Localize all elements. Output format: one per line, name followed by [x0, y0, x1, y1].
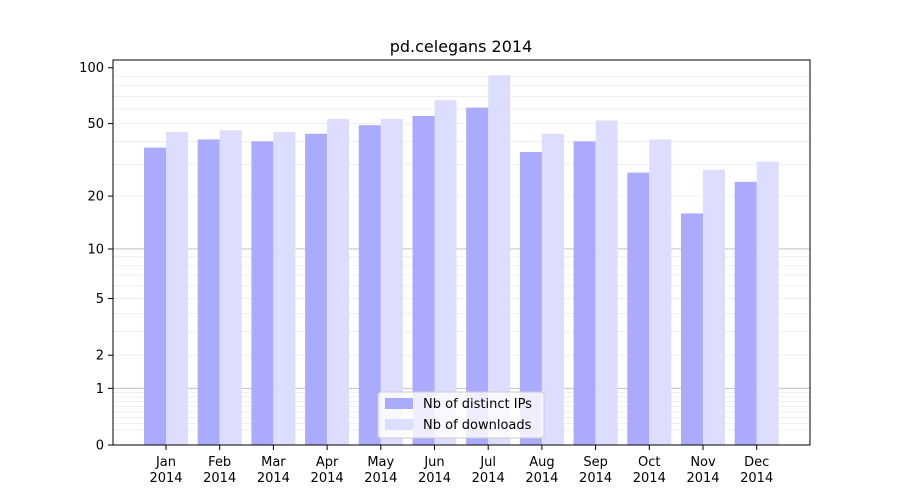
y-axis: 0 1 2 5 10 20 50 100 [79, 61, 113, 454]
x-tick-label-month: Jan [155, 455, 176, 470]
x-tick-label-month: Jul [479, 455, 496, 470]
x-tick-label-year: 2014 [686, 471, 719, 486]
legend-swatch-downloads [385, 419, 413, 430]
bar-distinct-ips-sep [573, 141, 596, 446]
bar-downloads-aug [541, 133, 564, 445]
legend-label-distinct-ips: Nb of distinct IPs [423, 397, 532, 412]
bar-downloads-apr [327, 118, 350, 445]
y-tick-label: 10 [87, 242, 104, 257]
y-tick-label: 2 [96, 349, 104, 364]
x-tick-label-year: 2014 [472, 471, 505, 486]
x-tick-label-year: 2014 [633, 471, 666, 486]
x-tick-label-month: May [367, 455, 394, 470]
y-tick-label: 5 [96, 292, 104, 307]
x-tick-label-month: Sep [583, 455, 608, 470]
y-tick-label: 100 [79, 61, 104, 76]
bar-distinct-ips-jun [412, 115, 435, 445]
bar-downloads-oct [649, 139, 672, 445]
bar-distinct-ips-feb [197, 139, 220, 445]
x-tick-label-year: 2014 [149, 471, 182, 486]
legend-swatch-distinct-ips [385, 398, 413, 409]
x-tick-label-year: 2014 [364, 471, 397, 486]
x-tick-label-year: 2014 [257, 471, 290, 486]
x-tick-label-year: 2014 [311, 471, 344, 486]
x-tick-label-year: 2014 [525, 471, 558, 486]
bar-distinct-ips-aug [519, 152, 542, 445]
x-tick-label-month: Jun [423, 455, 444, 470]
bar-downloads-nov [703, 169, 725, 445]
x-tick-label-month: Aug [529, 455, 554, 470]
y-tick-label: 20 [87, 190, 104, 205]
bar-downloads-jun [434, 100, 457, 446]
y-tick-label: 1 [96, 382, 104, 397]
x-tick-label-year: 2014 [203, 471, 236, 486]
bar-downloads-sep [595, 120, 618, 445]
bar-downloads-dec [756, 161, 779, 445]
x-tick-label-month: Oct [638, 455, 660, 470]
x-axis: Jan2014Feb2014Mar2014Apr2014May2014Jun20… [149, 445, 773, 486]
bar-distinct-ips-apr [305, 133, 328, 445]
y-tick-label: 0 [96, 439, 104, 454]
bar-distinct-ips-jan [144, 147, 166, 445]
bar-distinct-ips-oct [627, 172, 650, 445]
bar-downloads-jan [166, 132, 188, 445]
bar-distinct-ips-nov [681, 213, 703, 445]
x-tick-label-month: Mar [261, 455, 286, 470]
chart-title: pd.celegans 2014 [390, 37, 533, 56]
bar-distinct-ips-may [358, 125, 381, 445]
plot-frame [112, 59, 811, 446]
y-tick-label: 50 [87, 117, 104, 132]
bar-distinct-ips-mar [251, 141, 274, 446]
x-tick-label-month: Dec [744, 455, 769, 470]
x-tick-label-year: 2014 [418, 471, 451, 486]
x-tick-label-year: 2014 [579, 471, 612, 486]
bar-downloads-mar [273, 132, 296, 445]
x-tick-label-month: Nov [690, 455, 716, 470]
bar-distinct-ips-dec [734, 181, 757, 446]
x-tick-label-year: 2014 [740, 471, 773, 486]
x-tick-label-month: Apr [316, 455, 339, 470]
legend-label-downloads: Nb of downloads [423, 418, 532, 433]
bar-downloads-may [380, 118, 403, 445]
legend-box [377, 391, 545, 439]
bars [144, 75, 779, 446]
x-tick-label-month: Feb [208, 455, 231, 470]
legend: Nb of distinct IPs Nb of downloads [377, 391, 545, 439]
bar-distinct-ips-jul [466, 107, 489, 445]
bar-downloads-jul [488, 75, 511, 445]
bar-downloads-feb [219, 130, 242, 445]
